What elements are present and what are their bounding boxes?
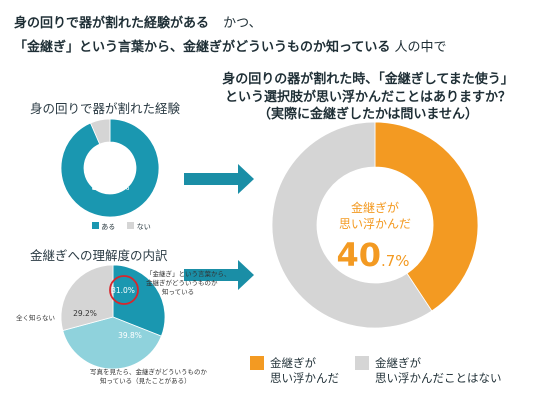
question-line-3: （実際に金継ぎしたかは問いません）: [257, 107, 479, 122]
header-line-1: 身の回りで器が割れた経験がある かつ、: [14, 12, 262, 31]
chart3-donut: 金継ぎが 思い浮かんだ 40.7%: [271, 121, 479, 329]
donut3-value-main: 40: [336, 236, 381, 274]
legend3-label-2a: 金継ぎが: [375, 356, 421, 370]
annotation-bottom-1: 写真を見たら、金継ぎがどういうものか: [90, 368, 207, 376]
pie2-label-photo: 39.8%: [118, 331, 142, 340]
pie2-label-know: 31.0%: [111, 286, 135, 295]
legend-swatch-nai: [127, 222, 135, 229]
annotation-top-1: 「金継ぎ」という言葉から、: [146, 270, 231, 278]
donut3-center-line2: 思い浮かんだ: [339, 217, 411, 231]
legend3-label-1a: 金継ぎが: [270, 356, 316, 370]
pie2-slice-0: [112, 264, 166, 337]
highlight-circle: [109, 275, 139, 305]
legend3-swatch-grey: [355, 356, 369, 370]
question-line-1: 身の回りの器が割れた時、「金継ぎしてまた使う」: [222, 72, 514, 87]
header-line-2-bold: 「金継ぎ」という言葉から、金継ぎがどういうものか知っている: [14, 40, 391, 55]
annotation-top-3: 知っている: [162, 288, 195, 296]
legend-label-aru: ある: [101, 223, 116, 231]
donut1-center-value: 93.5%: [91, 175, 130, 195]
question-line-2: という選択肢が思い浮かんだことはありますか？: [224, 90, 511, 105]
annotation-top-2: 金継ぎがどういうものか: [146, 279, 218, 287]
donut3-slices: [271, 121, 479, 329]
legend3-label-2b: 思い浮かんだことはない: [375, 371, 502, 385]
legend-label-nai: ない: [136, 223, 151, 231]
header-line-2: 「金継ぎ」という言葉から、金継ぎがどういうものか知っている 人の中で: [14, 36, 447, 55]
donut3-center-value: 40.7%: [336, 236, 409, 274]
legend-swatch-aru: [92, 222, 99, 229]
chart1-title: 身の回りで器が割れた経験: [30, 101, 181, 116]
donut3-slice-1: [271, 121, 433, 329]
arrow-lower: [184, 260, 254, 290]
chart1-legend: ある ない: [92, 222, 151, 232]
chart2-title: 金継ぎへの理解度の内訳: [30, 248, 168, 263]
donut3-center-line1: 金継ぎが: [351, 200, 399, 215]
pie2-slice-2: [60, 264, 114, 332]
donut1-center-label: ある: [105, 158, 123, 169]
annotation-bottom-2: 知っている（見たことがある）: [100, 377, 191, 385]
header-line-1-bold: 身の回りで器が割れた経験がある: [14, 16, 210, 31]
donut1-slice-1: [90, 118, 111, 145]
pie2-slices: [60, 264, 166, 370]
donut1-slices: [60, 118, 160, 218]
annotation-left: 全く知らない: [16, 314, 55, 322]
header-line-1-rest: かつ、: [223, 16, 262, 31]
arrow-upper: [184, 164, 254, 194]
donut1-value-main: 93: [91, 175, 115, 195]
donut1-slice-0: [60, 118, 160, 218]
donut1-value-suffix: .5%: [114, 183, 130, 192]
pie2-label-none: 29.2%: [73, 309, 97, 318]
header-line-2-rest: 人の中で: [394, 40, 447, 55]
legend3-label-1b: 思い浮かんだ: [270, 371, 339, 385]
chart1-donut: ある 93.5%: [60, 118, 160, 218]
pie2-slice-1: [62, 316, 162, 370]
donut3-value-suffix: .7%: [381, 252, 410, 270]
donut3-slice-0: [374, 121, 479, 312]
chart2-pie: 31.0% 39.8% 29.2%: [60, 264, 166, 370]
legend3-swatch-orange: [250, 356, 264, 370]
